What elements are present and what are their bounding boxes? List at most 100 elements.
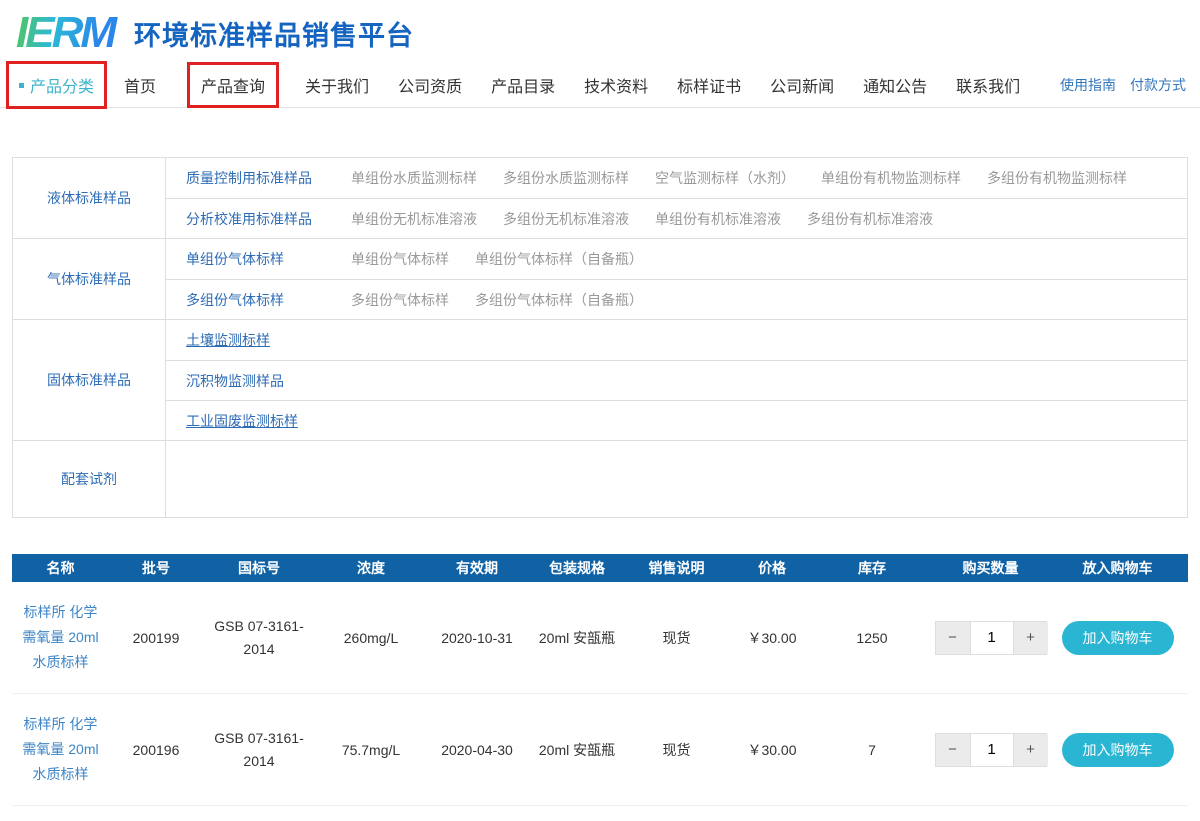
product-name-link[interactable]: 标样所 化学需氧量 20ml 水质标样 — [22, 603, 99, 671]
nav-item-通知公告[interactable]: 通知公告 — [863, 73, 927, 97]
package-spec-cell: 20ml 安瓿瓶 — [538, 629, 616, 646]
category-sublink[interactable]: 多组份气体标样（自备瓶） — [475, 291, 643, 308]
category-sublink[interactable]: 多组份有机物监测标样 — [987, 170, 1127, 186]
product-name-cell: 标样所 化学需氧量 20ml 水质标样 — [12, 694, 109, 805]
nav-item-label: 产品查询 — [201, 78, 266, 96]
nav-item-技术资料[interactable]: 技术资料 — [584, 73, 648, 97]
quantity-minus-button[interactable]: − — [935, 733, 970, 766]
column-header-价格: 价格 — [758, 560, 786, 576]
category-group: 配套试剂 — [13, 440, 1187, 517]
gsb-number-cell: GSB 07-3161-2014 — [203, 694, 315, 805]
nav-item-联系我们[interactable]: 联系我们 — [956, 73, 1020, 97]
category-rows: 土壤监测标样 沉积物监测样品 工业固废监测标样 — [166, 320, 1187, 440]
gsb-number-cell: GSB 07-3161-2014 — [203, 582, 315, 693]
category-sublink[interactable]: 单组份气体标样 — [351, 251, 449, 267]
batch-number-cell: 200199 — [132, 629, 180, 646]
category-sublink[interactable]: 单组份气体标样（自备瓶） — [475, 251, 643, 267]
category-main-link[interactable]: 单组份气体标样 — [186, 251, 284, 267]
nav-item-产品查询[interactable]: 产品查询 — [187, 61, 280, 108]
nav-item-公司资质[interactable]: 公司资质 — [398, 73, 462, 97]
category-sublink[interactable]: 单组份无机标准溶液 — [351, 210, 477, 227]
category-sublinks: 单组份水质监测标样 多组份水质监测标样 空气监测标样（水剂） 单组份有机物监测标样 多组… — [351, 168, 1127, 188]
category-row: 分析校准用标准样品 单组份无机标准溶液 多组份无机标准溶液 单组份有机标准溶液 多组份有… — [166, 198, 1187, 238]
cart-cell: 加入购物车 — [1055, 694, 1180, 805]
column-header-购买数量: 购买数量 — [962, 560, 1019, 576]
batch-number-cell: 200196 — [132, 741, 180, 758]
product-table-header: 名称 批号 国标号 浓度 有效期 包装规格 销售说明 价格 库存 购买数量 放入购物车 — [12, 554, 1188, 582]
column-header-包装规格: 包装规格 — [549, 560, 605, 576]
category-rows — [166, 441, 1187, 517]
category-sublink[interactable]: 空气监测标样（水剂） — [655, 170, 795, 186]
nav-item-公司新闻[interactable]: 公司新闻 — [770, 73, 834, 97]
quantity-stepper: −+ — [934, 732, 1048, 767]
category-sublink[interactable]: 多组份无机标准溶液 — [503, 210, 629, 227]
nav-item-产品分类[interactable]: 产品分类 — [6, 60, 108, 109]
nav-item-label: 技术资料 — [584, 78, 649, 96]
site-logo[interactable]: IERM — [16, 11, 120, 55]
category-rows: 单组份气体标样 单组份气体标样 单组份气体标样（自备瓶） 多组份气体标样 多组份气体标样… — [166, 239, 1187, 319]
category-main-link[interactable]: 分析校准用标准样品 — [186, 210, 312, 227]
add-to-cart-button[interactable]: 加入购物车 — [1061, 732, 1174, 767]
utility-link-付款方式[interactable]: 付款方式 — [1130, 76, 1186, 93]
category-label-link[interactable]: 液体标准样品 — [13, 158, 166, 238]
package-spec-cell: 20ml 安瓿瓶 — [538, 741, 616, 758]
gsb-number: GSB 07-3161-2014 — [214, 730, 304, 769]
quantity-minus-button[interactable]: − — [935, 621, 970, 654]
category-main-link[interactable]: 工业固废监测标样 — [186, 412, 298, 429]
category-sublink[interactable]: 单组份有机标准溶液 — [655, 210, 781, 227]
sale-note-cell: 现货 — [662, 629, 691, 646]
category-main-link[interactable]: 沉积物监测样品 — [186, 372, 284, 389]
category-label-link[interactable]: 固体标准样品 — [13, 320, 166, 440]
site-header: IERM 环境标准样品销售平台 — [0, 0, 1200, 62]
category-main-link[interactable]: 质量控制用标准样品 — [186, 170, 312, 186]
sale-note-cell: 现货 — [662, 741, 691, 758]
category-row — [166, 441, 1187, 517]
quantity-plus-button[interactable]: + — [1013, 621, 1048, 654]
category-row: 多组份气体标样 多组份气体标样 多组份气体标样（自备瓶） — [166, 279, 1187, 319]
cart-cell: 加入购物车 — [1055, 582, 1180, 693]
column-header-库存: 库存 — [858, 560, 886, 576]
nav-item-label: 首页 — [124, 78, 157, 96]
column-header-浓度: 浓度 — [357, 560, 385, 576]
nav-item-label: 公司资质 — [398, 78, 463, 96]
column-header-名称: 名称 — [46, 560, 75, 576]
category-sublink[interactable]: 多组份有机标准溶液 — [807, 210, 933, 227]
category-sublink[interactable]: 单组份有机物监测标样 — [821, 170, 961, 186]
category-label-link[interactable]: 配套试剂 — [13, 441, 166, 517]
product-name-link[interactable]: 标样所 化学需氧量 20ml 水质标样 — [22, 715, 99, 783]
price-cell: ￥30.00 — [747, 741, 797, 758]
nav-utility-links: 使用指南 付款方式 — [1060, 75, 1186, 95]
utility-link-使用指南[interactable]: 使用指南 — [1060, 76, 1116, 93]
category-sublinks: 单组份气体标样 单组份气体标样（自备瓶） — [351, 249, 643, 269]
category-main-link[interactable]: 多组份气体标样 — [186, 291, 284, 308]
quantity-input[interactable] — [969, 733, 1014, 766]
quantity-plus-button[interactable]: + — [1013, 733, 1048, 766]
nav-item-label: 标样证书 — [677, 78, 742, 96]
category-group: 固体标准样品 土壤监测标样 沉积物监测样品 工业固废监测标样 — [13, 319, 1187, 440]
nav-item-关于我们[interactable]: 关于我们 — [305, 73, 369, 97]
concentration-cell: 75.7mg/L — [341, 741, 401, 758]
category-group: 气体标准样品 单组份气体标样 单组份气体标样 单组份气体标样（自备瓶） 多组份气体标样多… — [13, 238, 1187, 319]
category-label-link[interactable]: 气体标准样品 — [13, 239, 166, 319]
category-group: 液体标准样品 质量控制用标准样品 单组份水质监测标样 多组份水质监测标样 空气监测标样（… — [13, 158, 1187, 238]
category-sublink[interactable]: 多组份水质监测标样 — [503, 170, 629, 186]
column-header-国标号: 国标号 — [238, 560, 280, 576]
category-sublinks: 多组份气体标样 多组份气体标样（自备瓶） — [351, 290, 643, 310]
category-sublink[interactable]: 多组份气体标样 — [351, 291, 449, 308]
quantity-stepper: −+ — [934, 620, 1048, 655]
nav-item-产品目录[interactable]: 产品目录 — [491, 73, 555, 97]
category-sublink[interactable]: 单组份水质监测标样 — [351, 170, 477, 186]
expiry-date-cell: 2020-04-30 — [441, 741, 513, 758]
product-row: 标样所 化学需氧量 20ml 水质标样 200196 GSB 07-3161-201… — [12, 694, 1188, 806]
quantity-cell: −+ — [926, 582, 1055, 693]
stock-cell: 7 — [868, 741, 876, 758]
product-row: 标样所 化学需氧量 20ml 水质标样 200199 GSB 07-3161-201… — [12, 582, 1188, 694]
quantity-cell: −+ — [926, 694, 1055, 805]
add-to-cart-button[interactable]: 加入购物车 — [1061, 620, 1174, 655]
quantity-input[interactable] — [969, 621, 1014, 654]
main-nav: 产品分类 首页 产品查询 关于我们 公司资质 产品目录 技术资料 标样证书 公司新闻 通知公告 联系… — [0, 60, 1200, 109]
nav-item-首页[interactable]: 首页 — [124, 73, 156, 97]
gsb-number: GSB 07-3161-2014 — [214, 618, 304, 657]
category-main-link[interactable]: 土壤监测标样 — [186, 332, 270, 348]
nav-item-标样证书[interactable]: 标样证书 — [677, 73, 741, 97]
